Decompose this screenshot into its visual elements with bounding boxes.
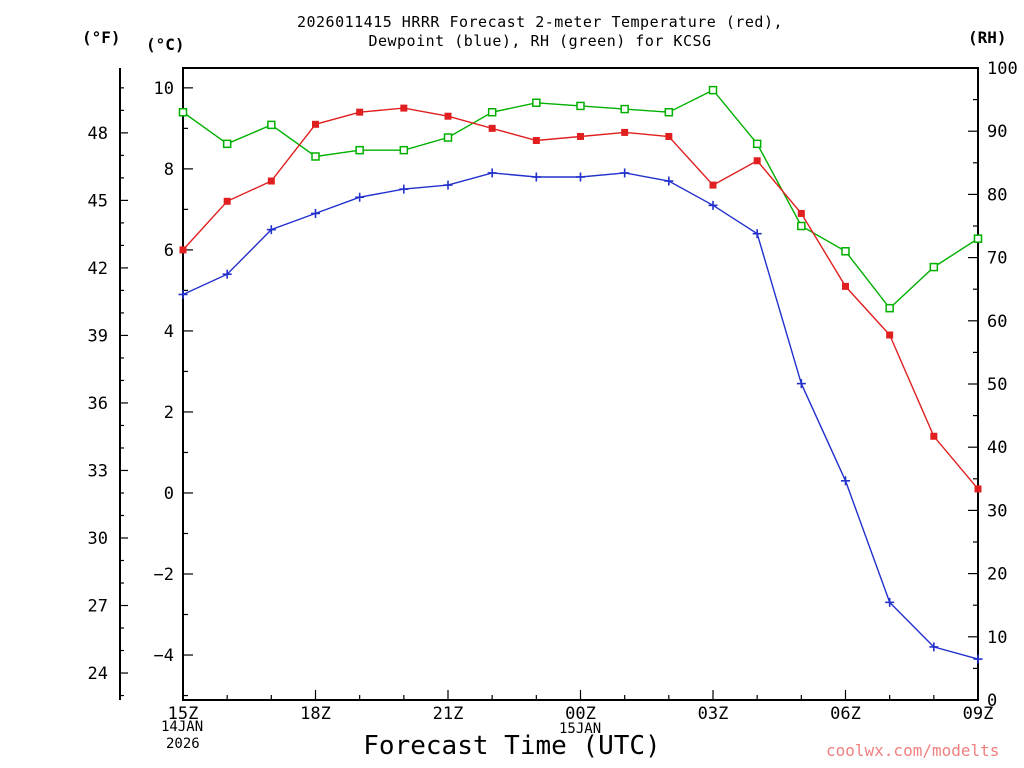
open-square-marker	[973, 234, 983, 243]
start-date-label: 14JAN	[161, 719, 204, 735]
svg-text:2: 2	[164, 403, 174, 423]
filled-square-marker	[753, 157, 761, 165]
svg-text:00Z: 00Z	[565, 704, 596, 724]
filled-square-marker	[797, 209, 805, 217]
rh-line	[182, 89, 979, 310]
filled-square-marker	[974, 485, 982, 493]
svg-text:−4: −4	[154, 646, 174, 666]
axes	[119, 67, 979, 701]
chart-title-line1: 2026011415 HRRR Forecast 2-meter Tempera…	[296, 13, 784, 31]
open-square-marker	[708, 85, 718, 95]
filled-square-marker	[577, 132, 584, 140]
open-square-marker	[929, 262, 939, 272]
svg-text:90: 90	[987, 122, 1007, 142]
filled-square-marker	[444, 112, 452, 120]
svg-text:4: 4	[164, 322, 174, 342]
svg-text:06Z: 06Z	[830, 704, 861, 724]
open-square-marker	[885, 303, 894, 313]
svg-text:0: 0	[164, 484, 174, 504]
fahrenheit-axis-unit-label: (°F)	[82, 28, 121, 47]
dewpoint-line	[182, 172, 979, 660]
open-square-marker	[222, 139, 232, 149]
rh-axis-unit-label: (RH)	[968, 28, 1007, 47]
open-square-marker	[355, 145, 364, 155]
svg-text:27: 27	[88, 597, 108, 617]
open-square-marker	[797, 221, 806, 231]
chart-title-line2: Dewpoint (blue), RH (green) for KCSG	[368, 32, 712, 50]
svg-text:40: 40	[987, 438, 1007, 458]
svg-text:10: 10	[154, 79, 174, 99]
temperature-series	[179, 104, 982, 493]
filled-square-marker	[488, 124, 496, 132]
open-square-marker	[620, 104, 629, 114]
plot-frame	[182, 67, 979, 701]
svg-text:30: 30	[88, 529, 108, 549]
svg-text:15Z: 15Z	[168, 704, 199, 724]
open-square-marker	[443, 133, 453, 142]
svg-text:6: 6	[164, 241, 174, 261]
open-square-marker	[311, 152, 320, 161]
svg-text:09Z: 09Z	[963, 704, 994, 724]
filled-square-marker	[267, 177, 275, 185]
svg-text:18Z: 18Z	[300, 704, 331, 724]
svg-text:50: 50	[987, 375, 1007, 395]
filled-square-marker	[886, 331, 894, 339]
temperature-line	[182, 107, 979, 490]
filled-square-marker	[312, 120, 319, 128]
filled-square-marker	[842, 282, 849, 290]
filled-square-marker	[532, 137, 540, 145]
svg-text:39: 39	[88, 326, 108, 346]
open-square-marker	[664, 107, 674, 117]
open-square-marker	[487, 107, 497, 117]
svg-text:36: 36	[88, 394, 108, 414]
open-square-marker	[841, 247, 850, 256]
filled-square-marker	[621, 128, 629, 136]
svg-text:30: 30	[987, 501, 1007, 521]
watermark-link[interactable]: coolwx.com/modelts	[826, 741, 1000, 760]
start-year-label: 2026	[166, 736, 200, 752]
open-square-marker	[532, 98, 541, 108]
x-axis-title: Forecast Time (UTC)	[363, 731, 661, 761]
svg-text:33: 33	[88, 461, 108, 481]
svg-text:−2: −2	[154, 565, 174, 585]
svg-text:20: 20	[987, 565, 1007, 585]
svg-text:10: 10	[987, 628, 1007, 648]
svg-text:60: 60	[987, 312, 1007, 332]
svg-text:03Z: 03Z	[698, 704, 729, 724]
svg-text:45: 45	[88, 191, 108, 211]
filled-square-marker	[179, 246, 187, 254]
svg-text:100: 100	[987, 59, 1018, 79]
open-square-marker	[576, 101, 585, 111]
open-square-marker	[399, 145, 409, 155]
open-square-marker	[267, 120, 276, 130]
open-square-marker	[178, 107, 188, 117]
svg-text:8: 8	[164, 160, 174, 180]
celsius-axis-unit-label: (°C)	[146, 35, 185, 54]
svg-text:80: 80	[987, 185, 1007, 205]
filled-square-marker	[930, 432, 938, 440]
open-square-marker	[752, 139, 762, 149]
filled-square-marker	[400, 104, 408, 112]
svg-text:70: 70	[987, 249, 1007, 269]
filled-square-marker	[665, 132, 673, 140]
filled-square-marker	[223, 197, 231, 205]
filled-square-marker	[356, 108, 364, 116]
svg-text:0: 0	[987, 691, 997, 711]
mid-date-label: 15JAN	[559, 721, 602, 737]
svg-text:48: 48	[88, 124, 108, 144]
dewpoint-series	[178, 168, 983, 664]
svg-text:21Z: 21Z	[433, 704, 464, 724]
filled-square-marker	[709, 181, 717, 189]
svg-text:24: 24	[88, 664, 108, 684]
svg-text:42: 42	[88, 259, 108, 279]
rh-series	[178, 85, 983, 313]
tick-labels: 242730333639424548−4−2024681001020304050…	[88, 59, 1018, 724]
